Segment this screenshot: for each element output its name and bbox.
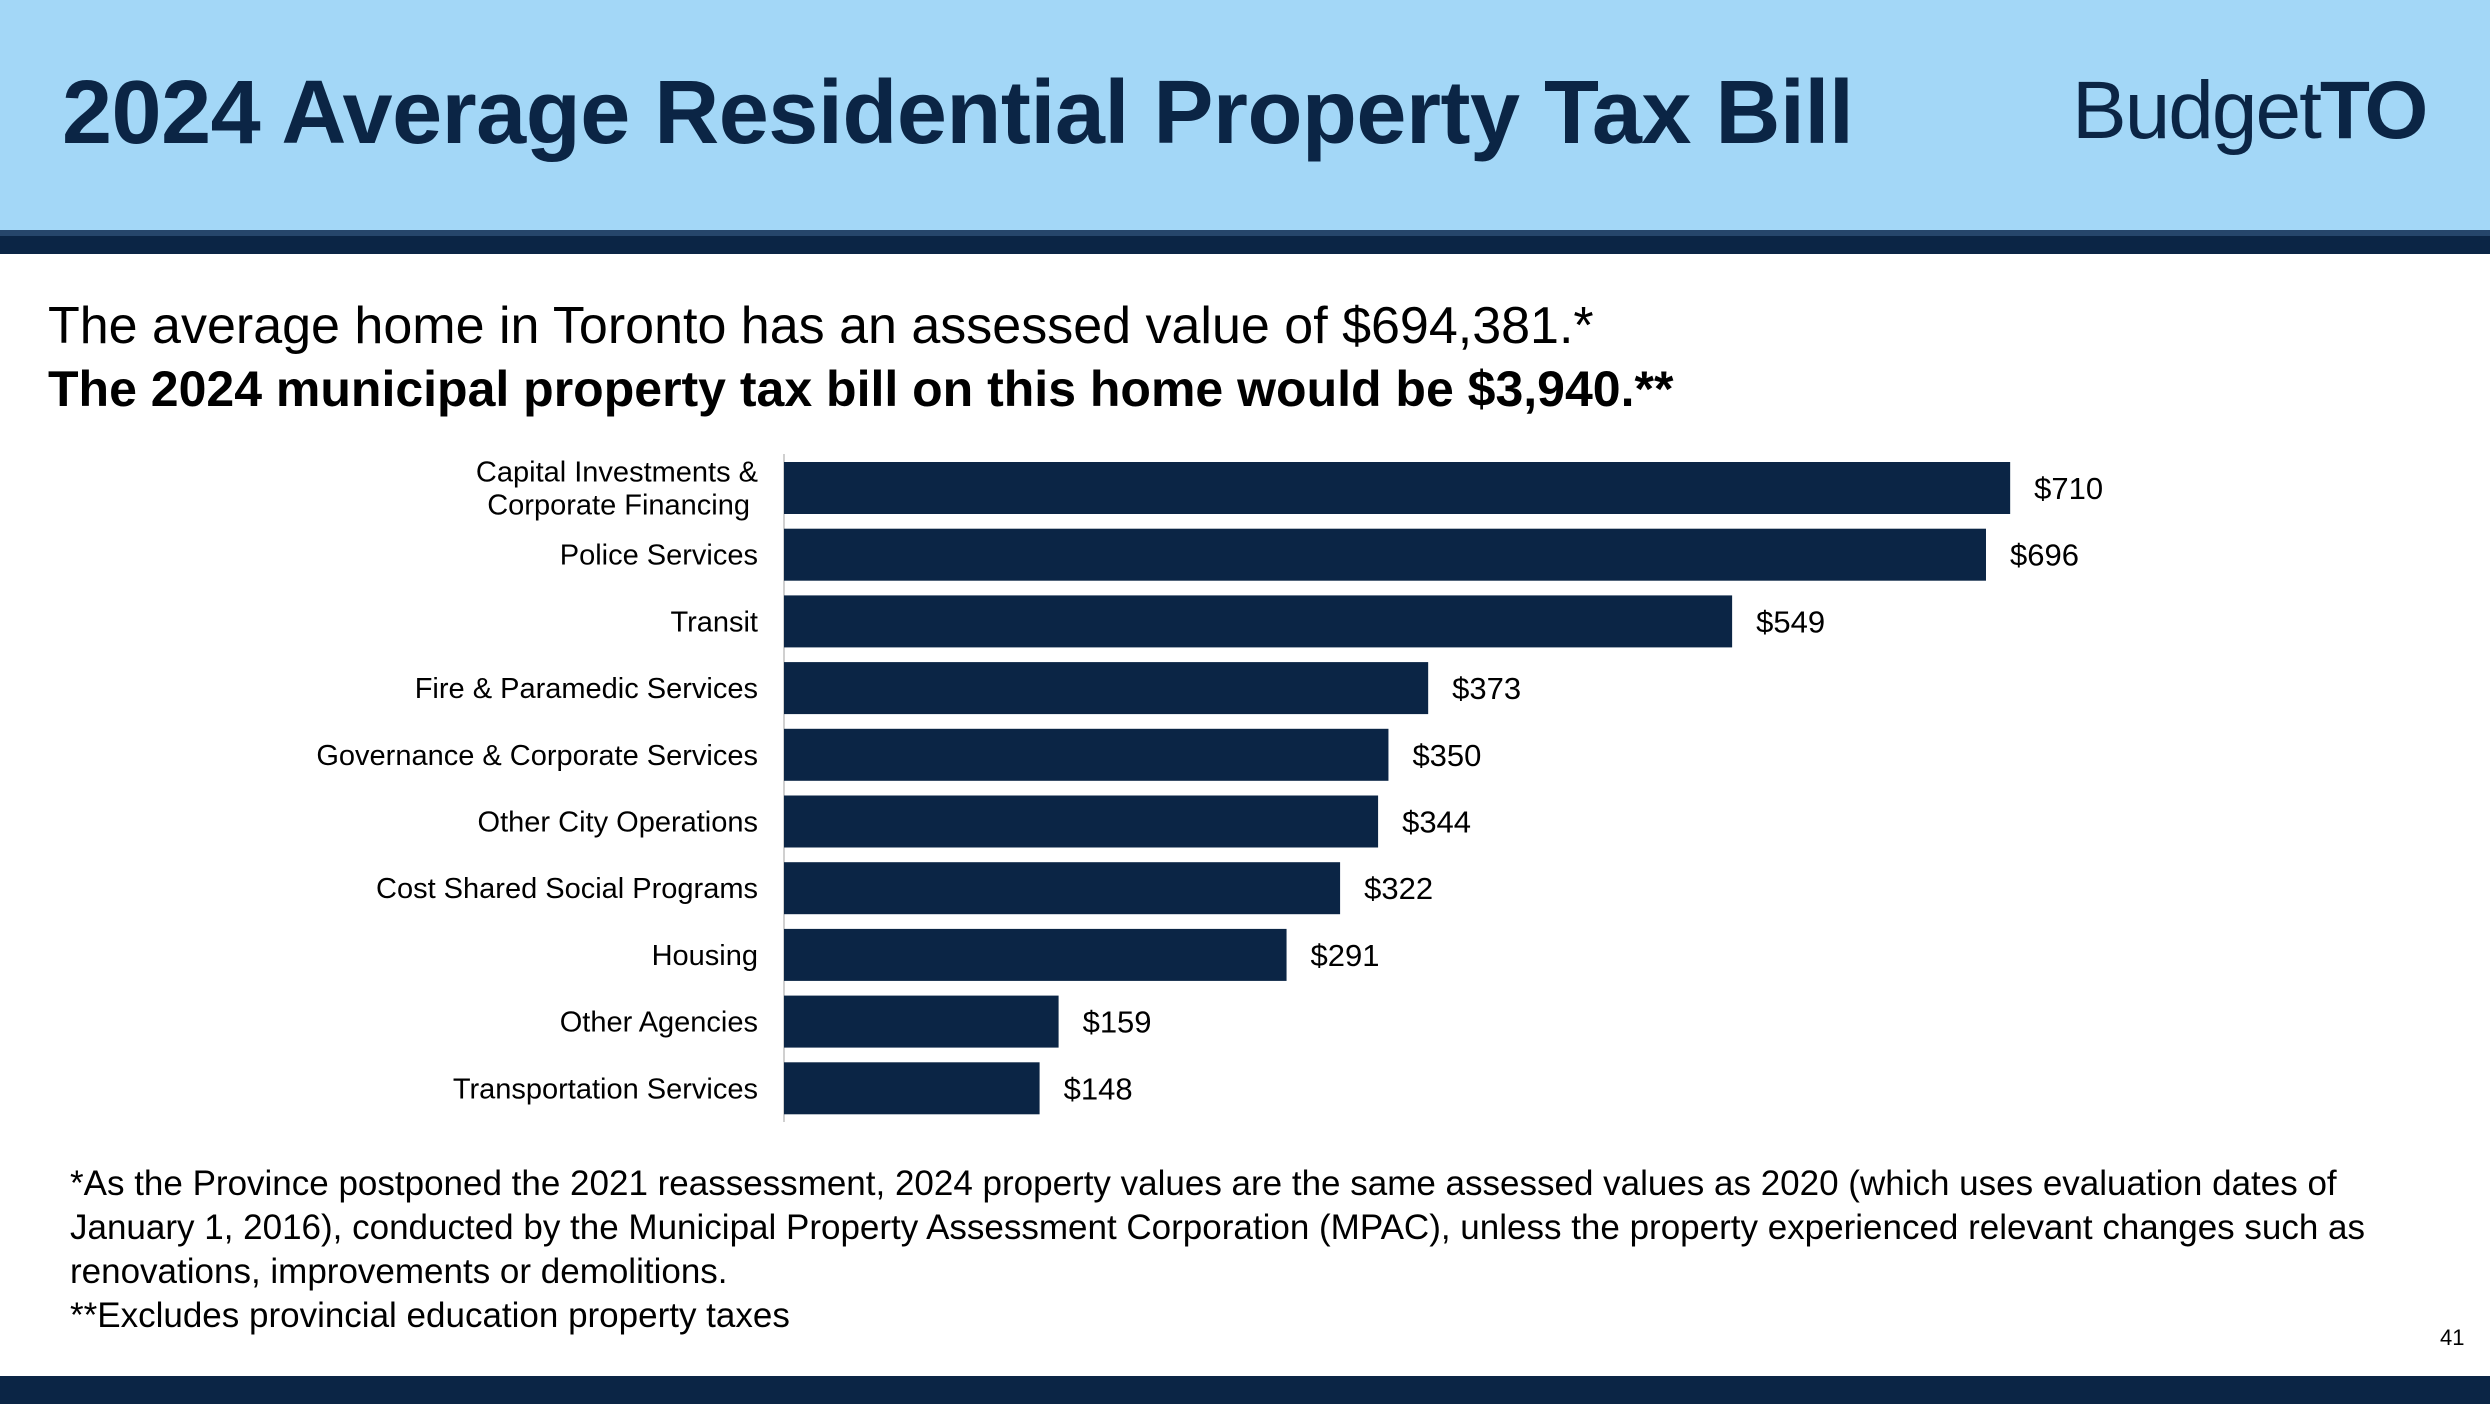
data-label: $710	[2034, 471, 2103, 506]
category-label-line: Transportation Services	[453, 1073, 758, 1105]
data-label: $350	[1412, 738, 1481, 773]
page-number: 41	[2440, 1325, 2465, 1350]
data-label: $322	[1364, 871, 1433, 906]
bar	[784, 928, 1287, 981]
page-title: 2024 Average Residential Property Tax Bi…	[62, 63, 1854, 163]
category-label-line: Corporate Financing	[487, 490, 750, 522]
category-label: Other City Operations	[478, 807, 758, 839]
category-label-line: Other City Operations	[478, 807, 758, 839]
category-label: Transportation Services	[453, 1073, 758, 1105]
category-label-line: Governance & Corporate Services	[316, 740, 758, 772]
data-label: $696	[2010, 538, 2079, 573]
footnote-education-tax: **Excludes provincial education property…	[70, 1296, 790, 1335]
data-label: $291	[1311, 938, 1380, 973]
header-divider	[0, 230, 2490, 254]
category-label: Transit	[670, 606, 758, 638]
data-label: $549	[1756, 604, 1825, 639]
assessed-value-statement: The average home in Toronto has an asses…	[48, 297, 1594, 355]
category-label: Housing	[652, 940, 758, 972]
tax-bill-statement: The 2024 municipal property tax bill on …	[48, 361, 1674, 417]
footnote-assessment: *As the Province postponed the 2021 reas…	[70, 1164, 2366, 1291]
bar	[784, 795, 1379, 848]
category-label-line: Police Services	[560, 540, 758, 572]
logo-text-budget: Budget	[2072, 65, 2322, 156]
bar	[784, 528, 1986, 581]
category-label-line: Transit	[670, 606, 758, 638]
budgetto-logo: BudgetTO	[2072, 64, 2428, 158]
footnotes: *As the Province postponed the 2021 reas…	[70, 1162, 2450, 1338]
data-label: $344	[1402, 805, 1471, 840]
header-banner: 2024 Average Residential Property Tax Bi…	[0, 0, 2490, 230]
category-label: Capital Investments & Corporate Financing	[476, 457, 758, 522]
bar	[784, 862, 1341, 915]
category-label-line: Housing	[652, 940, 758, 972]
tax-breakdown-chart: $710 Capital Investments & Corporate Finan…	[316, 454, 2103, 1122]
category-label: Other Agencies	[560, 1007, 758, 1039]
data-label: $373	[1452, 671, 1521, 706]
bar	[784, 662, 1429, 715]
category-label-line: Cost Shared Social Programs	[376, 873, 758, 905]
category-label-line: Capital Investments &	[476, 457, 758, 489]
category-label: Governance & Corporate Services	[316, 740, 758, 772]
bar	[784, 462, 2011, 514]
footer-bar	[0, 1376, 2490, 1404]
category-label-line: Other Agencies	[560, 1007, 758, 1039]
bar	[784, 995, 1059, 1048]
bar	[784, 595, 1733, 648]
category-label: Cost Shared Social Programs	[376, 873, 758, 905]
category-label-line: Fire & Paramedic Services	[415, 673, 758, 705]
category-label: Police Services	[560, 540, 758, 572]
data-label: $148	[1064, 1071, 1133, 1106]
data-label: $159	[1083, 1005, 1152, 1040]
bar	[784, 1062, 1040, 1115]
category-label: Fire & Paramedic Services	[415, 673, 758, 705]
logo-text-to: TO	[2319, 65, 2428, 156]
bar	[784, 728, 1389, 781]
